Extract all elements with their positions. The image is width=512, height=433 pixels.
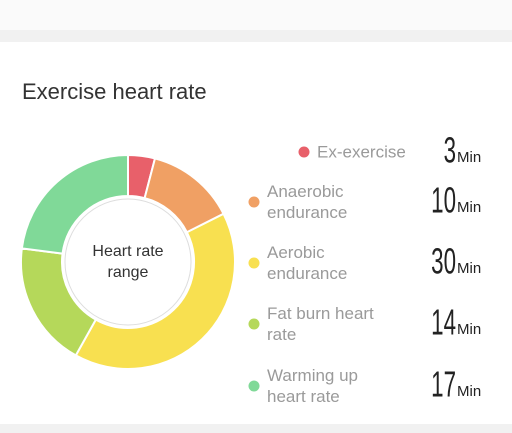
- legend-dot: [248, 257, 260, 269]
- value-label: 10: [431, 181, 456, 221]
- legend-label: Ex-exercise: [317, 142, 406, 162]
- divider: [0, 30, 512, 42]
- legend-dot: [298, 146, 310, 158]
- divider: [0, 424, 512, 433]
- inner-ring: [64, 198, 192, 326]
- top-bar: [0, 0, 512, 30]
- value-label: 3: [444, 131, 456, 171]
- unit-label: Min: [457, 260, 481, 277]
- chart-title: Exercise heart rate: [22, 79, 207, 104]
- legend-label: Fat burn heart rate: [267, 304, 374, 344]
- legend-dot: [248, 196, 260, 208]
- legend-label: Aerobic endurance: [267, 243, 348, 283]
- unit-label: Min: [457, 199, 481, 216]
- value-label: 17: [431, 365, 456, 405]
- legend-dot: [248, 318, 260, 330]
- unit-label: Min: [457, 383, 481, 400]
- legend-dot: [248, 380, 260, 392]
- value-label: 14: [431, 303, 456, 343]
- unit-label: Min: [457, 149, 481, 166]
- donut-segment: [74, 212, 236, 370]
- legend-label: Warming up heart rate: [267, 366, 359, 406]
- donut-segment: [20, 153, 129, 255]
- value-label: 30: [431, 242, 456, 282]
- center-label: Heart rate: [92, 243, 163, 260]
- legend-label: Anaerobic endurance: [267, 182, 348, 222]
- unit-label: Min: [457, 321, 481, 338]
- center-label: range: [108, 264, 149, 281]
